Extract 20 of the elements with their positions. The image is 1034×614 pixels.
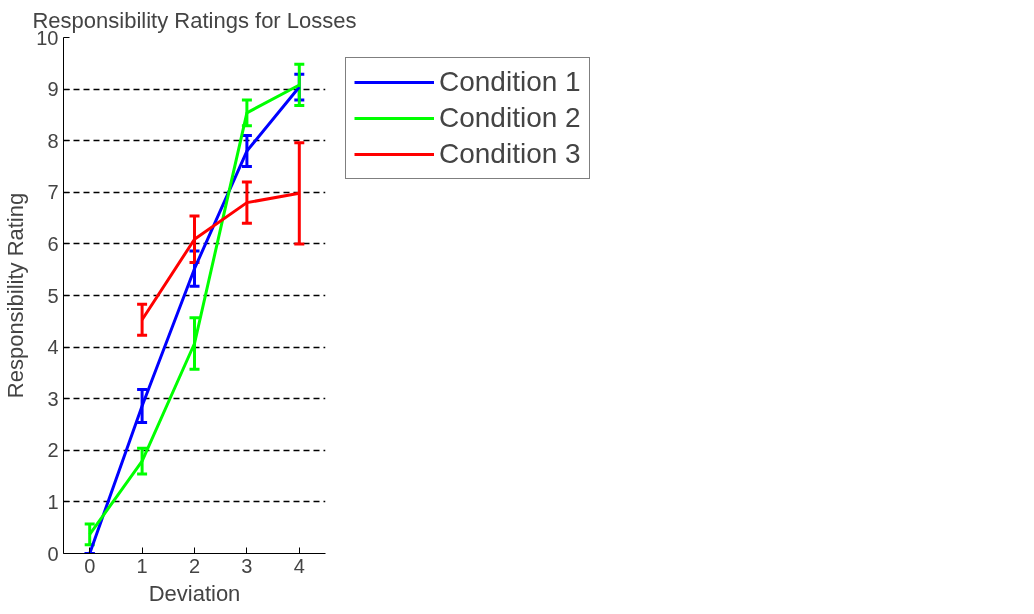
- x-tick-label: 2: [188, 554, 201, 577]
- y-axis-title: Responsibility Rating: [3, 192, 29, 399]
- y-tick-label: 1: [47, 490, 59, 513]
- y-tick-label: 5: [47, 284, 59, 307]
- y-tick-label: 3: [47, 387, 59, 410]
- x-tick-label: 1: [136, 554, 148, 577]
- chart-title: Responsibility Ratings for Losses: [32, 7, 357, 33]
- legend-label: Condition 2: [439, 102, 581, 134]
- x-axis-title: Deviation: [148, 580, 241, 606]
- y-tick-label: 7: [47, 181, 59, 204]
- y-tick-label: 4: [47, 336, 59, 359]
- y-tick-label: 6: [47, 232, 59, 255]
- x-tick-label: 4: [293, 554, 305, 577]
- legend-label: Condition 1: [439, 66, 581, 98]
- x-tick-label: 0: [84, 554, 96, 577]
- legend-label: Condition 3: [439, 138, 581, 170]
- x-tick-label: 3: [241, 554, 253, 577]
- y-tick-label: 2: [47, 439, 59, 462]
- y-tick-label: 9: [47, 78, 59, 101]
- y-tick-label: 8: [47, 129, 59, 152]
